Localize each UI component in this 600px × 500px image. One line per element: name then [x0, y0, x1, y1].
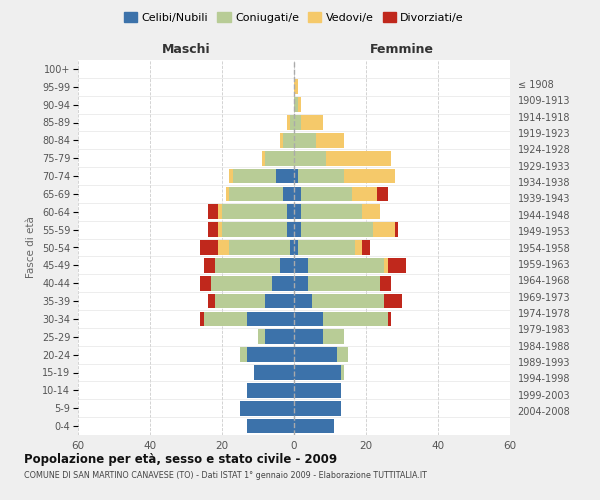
Bar	[326, 151, 391, 166]
Bar	[294, 348, 337, 362]
Bar	[247, 348, 294, 362]
Bar	[229, 186, 283, 201]
Bar	[218, 240, 229, 255]
Bar	[265, 294, 294, 308]
Bar	[272, 276, 294, 290]
Bar	[200, 276, 211, 290]
Bar	[294, 365, 341, 380]
Bar	[215, 258, 280, 272]
Bar	[287, 115, 290, 130]
Bar	[344, 168, 395, 184]
Bar	[247, 419, 294, 434]
Bar	[395, 222, 398, 237]
Bar	[362, 240, 370, 255]
Bar	[294, 383, 341, 398]
Bar	[294, 312, 323, 326]
Bar	[254, 365, 294, 380]
Legend: Celibi/Nubili, Coniugati/e, Vedovi/e, Divorziati/e: Celibi/Nubili, Coniugati/e, Vedovi/e, Di…	[119, 8, 469, 28]
Text: Maschi: Maschi	[161, 44, 211, 57]
Bar	[265, 330, 294, 344]
Text: Femmine: Femmine	[370, 44, 434, 57]
Bar	[323, 312, 388, 326]
Bar	[316, 133, 344, 148]
Bar	[280, 258, 294, 272]
Bar	[208, 222, 218, 237]
Bar	[294, 294, 312, 308]
Bar	[301, 115, 323, 130]
Bar	[352, 186, 377, 201]
Y-axis label: Fasce di età: Fasce di età	[26, 216, 37, 278]
Bar	[280, 133, 283, 148]
Bar	[290, 240, 294, 255]
Bar	[312, 294, 384, 308]
Bar	[283, 186, 294, 201]
Bar	[208, 204, 218, 219]
Text: COMUNE DI SAN MARTINO CANAVESE (TO) - Dati ISTAT 1° gennaio 2009 - Elaborazione : COMUNE DI SAN MARTINO CANAVESE (TO) - Da…	[24, 471, 427, 480]
Bar	[294, 240, 298, 255]
Bar	[218, 222, 222, 237]
Bar	[294, 186, 301, 201]
Bar	[218, 204, 222, 219]
Bar	[294, 133, 316, 148]
Bar	[384, 294, 402, 308]
Bar	[294, 258, 308, 272]
Bar	[222, 204, 287, 219]
Bar	[287, 222, 294, 237]
Bar	[290, 115, 294, 130]
Bar	[294, 98, 298, 112]
Bar	[355, 240, 362, 255]
Bar	[323, 330, 344, 344]
Bar	[294, 330, 323, 344]
Bar	[265, 151, 294, 166]
Text: Popolazione per età, sesso e stato civile - 2009: Popolazione per età, sesso e stato civil…	[24, 452, 337, 466]
Bar	[229, 168, 233, 184]
Bar	[337, 348, 348, 362]
Bar	[294, 115, 301, 130]
Bar	[388, 258, 406, 272]
Bar	[294, 419, 334, 434]
Bar	[294, 204, 301, 219]
Bar	[204, 312, 247, 326]
Bar	[301, 222, 373, 237]
Bar	[262, 151, 265, 166]
Bar	[226, 186, 229, 201]
Bar	[294, 168, 298, 184]
Bar	[200, 240, 218, 255]
Bar	[240, 401, 294, 415]
Bar	[301, 204, 362, 219]
Bar	[294, 151, 326, 166]
Bar	[283, 133, 294, 148]
Bar	[276, 168, 294, 184]
Bar	[208, 294, 215, 308]
Bar	[308, 276, 380, 290]
Bar	[204, 258, 215, 272]
Bar	[298, 98, 301, 112]
Bar	[294, 222, 301, 237]
Bar	[298, 168, 344, 184]
Bar	[211, 276, 272, 290]
Bar	[247, 383, 294, 398]
Bar	[287, 204, 294, 219]
Bar	[301, 186, 352, 201]
Bar	[384, 258, 388, 272]
Bar	[373, 222, 395, 237]
Bar	[247, 312, 294, 326]
Bar	[215, 294, 265, 308]
Bar	[222, 222, 287, 237]
Bar	[298, 240, 355, 255]
Bar	[308, 258, 384, 272]
Bar	[294, 401, 341, 415]
Bar	[229, 240, 290, 255]
Bar	[341, 365, 344, 380]
Bar	[258, 330, 265, 344]
Bar	[200, 312, 204, 326]
Bar	[294, 80, 298, 94]
Bar	[388, 312, 391, 326]
Bar	[233, 168, 276, 184]
Bar	[362, 204, 380, 219]
Bar	[377, 186, 388, 201]
Bar	[240, 348, 247, 362]
Bar	[294, 276, 308, 290]
Bar	[380, 276, 391, 290]
